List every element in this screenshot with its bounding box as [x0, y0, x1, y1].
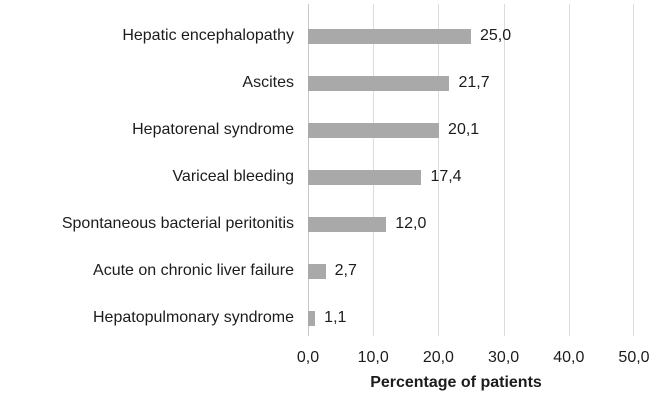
- bar: [308, 216, 387, 232]
- gridline: [503, 4, 505, 336]
- x-tick-label: 40,0: [553, 349, 585, 366]
- value-label: 25,0: [480, 27, 512, 44]
- gridline: [438, 4, 440, 336]
- bar: [308, 75, 450, 91]
- value-label: 2,7: [334, 262, 357, 279]
- x-tick-label: 0,0: [296, 349, 320, 366]
- gridline: [633, 4, 634, 336]
- bar: [308, 169, 422, 185]
- bar: [308, 263, 326, 279]
- x-tick-label: 50,0: [618, 349, 650, 366]
- category-label: Hepatic encephalopathy: [122, 27, 294, 44]
- value-label: 17,4: [430, 168, 462, 185]
- category-label: Hepatopulmonary syndrome: [93, 309, 294, 326]
- bar: [308, 28, 471, 44]
- x-tick-label: 30,0: [488, 349, 520, 366]
- bar: [308, 310, 316, 326]
- value-label: 1,1: [324, 309, 347, 326]
- value-label: 20,1: [448, 121, 480, 138]
- category-label: Variceal bleeding: [172, 168, 294, 185]
- category-label: Spontaneous bacterial peritonitis: [61, 215, 294, 232]
- bar: [308, 122, 440, 138]
- x-axis-title: Percentage of patients: [370, 374, 542, 391]
- x-tick-label: 10,0: [357, 349, 389, 366]
- value-label: 21,7: [458, 74, 490, 91]
- gridline: [568, 4, 570, 336]
- category-label: Acute on chronic liver failure: [93, 262, 294, 279]
- x-tick-label: 20,0: [422, 349, 454, 366]
- category-label: Ascites: [242, 74, 294, 91]
- value-label: 12,0: [395, 215, 427, 232]
- category-label: Hepatorenal syndrome: [132, 121, 294, 138]
- plot-area: [308, 4, 634, 336]
